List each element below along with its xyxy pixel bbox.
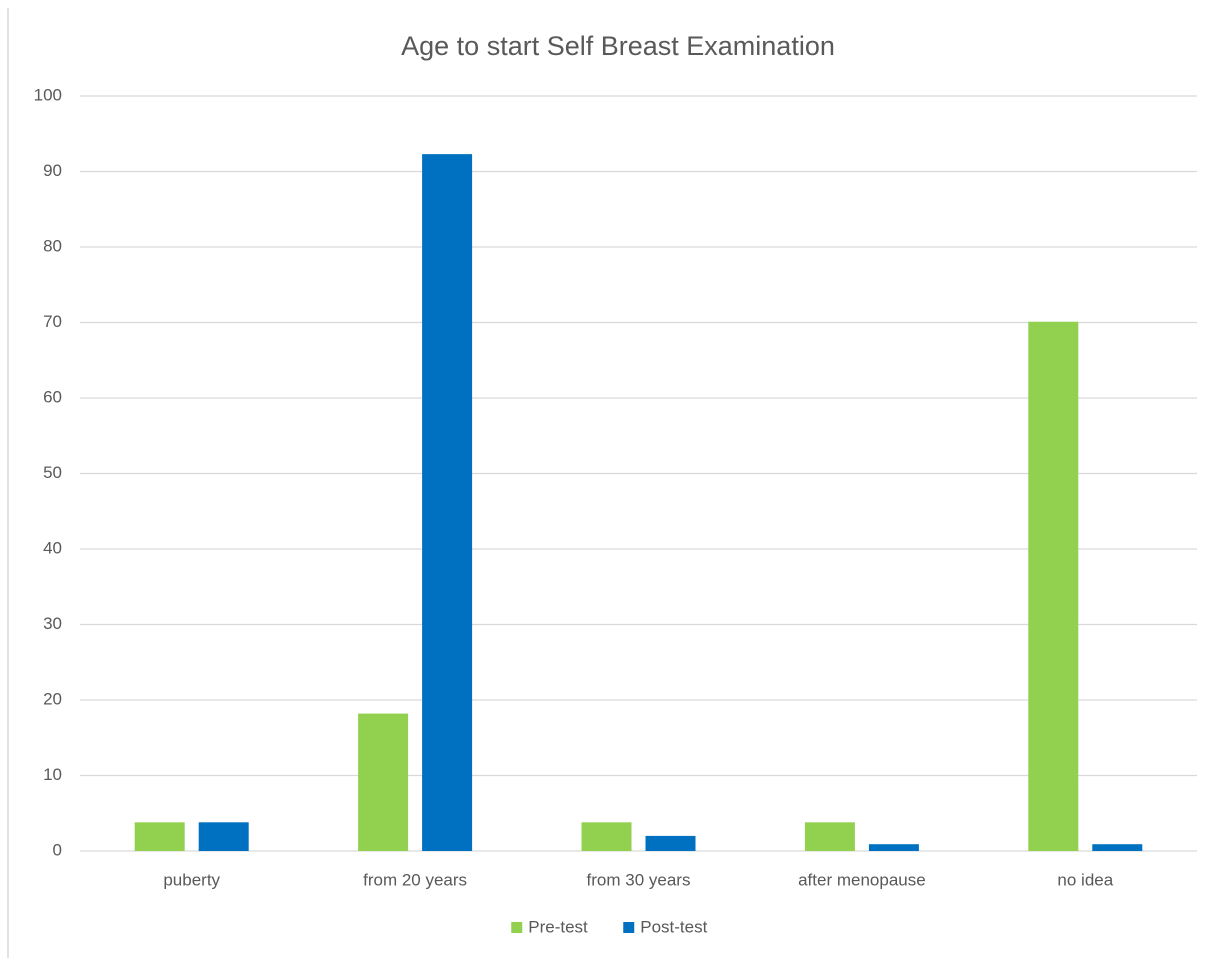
legend-label: Post-test bbox=[640, 917, 707, 936]
x-tick-label: puberty bbox=[163, 870, 220, 889]
y-tick-label: 100 bbox=[34, 85, 62, 104]
bar bbox=[134, 822, 185, 851]
legend-swatch bbox=[511, 922, 523, 933]
y-tick-label: 20 bbox=[43, 689, 62, 708]
y-tick-label: 70 bbox=[43, 312, 62, 331]
bar bbox=[1028, 321, 1079, 851]
bar bbox=[358, 713, 409, 851]
y-tick-label: 40 bbox=[43, 538, 62, 557]
y-tick-label: 90 bbox=[43, 161, 62, 180]
x-tick-label: after menopause bbox=[798, 870, 926, 889]
bar bbox=[422, 154, 473, 851]
y-tick-label: 0 bbox=[53, 840, 62, 859]
bar bbox=[581, 822, 632, 851]
x-tick-label: from 20 years bbox=[363, 870, 467, 889]
chart-title: Age to start Self Breast Examination bbox=[401, 31, 835, 61]
y-tick-label: 10 bbox=[43, 765, 62, 784]
bar bbox=[868, 844, 919, 851]
x-tick-label: no idea bbox=[1057, 870, 1113, 889]
x-tick-label: from 30 years bbox=[587, 870, 691, 889]
bar bbox=[1092, 844, 1143, 851]
y-tick-label: 60 bbox=[43, 387, 62, 406]
y-tick-label: 50 bbox=[43, 463, 62, 482]
bar bbox=[645, 835, 696, 851]
bar bbox=[804, 822, 855, 851]
legend-swatch bbox=[623, 922, 635, 933]
bar bbox=[198, 822, 249, 851]
legend-label: Pre-test bbox=[528, 917, 588, 936]
y-tick-label: 80 bbox=[43, 236, 62, 255]
y-tick-label: 30 bbox=[43, 614, 62, 633]
